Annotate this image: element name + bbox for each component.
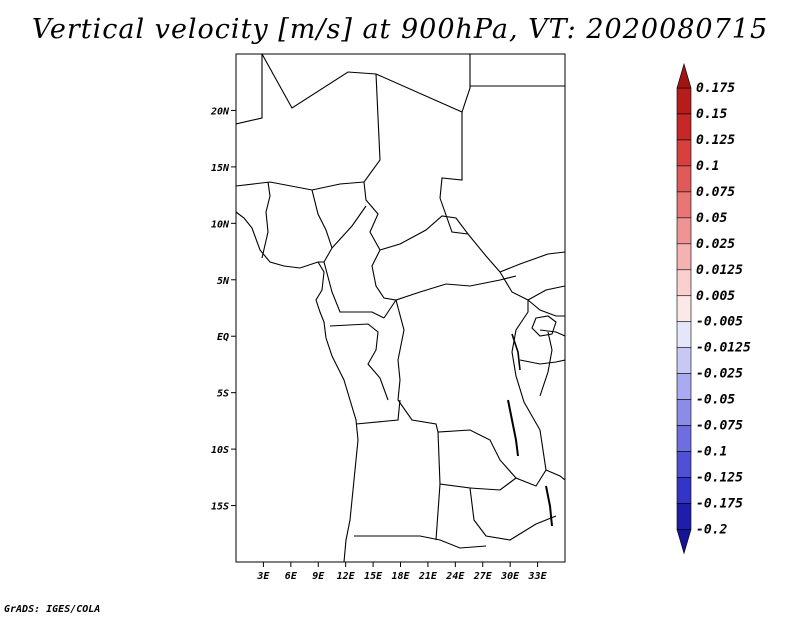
field-region [380,300,520,420]
colorbar-segment [676,295,692,323]
lon-label: 6E [285,571,298,582]
lat-label: 15S [211,502,229,513]
lon-label: 33E [528,571,548,582]
grads-credit: GrADS: IGES/COLA [4,604,101,615]
lon-label: 30E [500,571,520,582]
lon-label: 15E [364,571,383,582]
colorbar-segment [676,191,692,219]
colorbar-label: -0.1 [696,445,727,460]
colorbar-label: 0.075 [696,185,735,200]
colorbar-segment [676,477,692,504]
lat-label: 5S [217,389,229,400]
colorbar-segment [676,113,692,141]
lat-label: 10N [211,219,230,230]
border-chad [363,73,381,251]
colorbar-label: -0.175 [696,497,743,512]
colorbar-label: -0.05 [696,393,735,408]
lat-label: 10S [211,445,229,456]
colorbar-label: 0.0125 [696,263,743,278]
colorbar-segment [676,399,692,426]
colorbar-segment [676,347,692,374]
colorbar-segment [676,503,692,530]
colorbar-label: 0.005 [696,289,735,304]
lat-label: 5N [217,276,230,287]
lake-malawi [545,485,553,527]
lon-label: 12E [337,571,356,582]
colorbar-label: 0.05 [696,211,727,226]
colorbar-segment [676,321,692,349]
lon-label: 9E [312,571,325,582]
lon-label: 27E [473,571,493,582]
lon-label: 3E [256,571,270,582]
lon-label: 21E [418,571,438,582]
colorbar-segment [676,217,692,245]
chart-title: Vertical velocity [m/s] at 900hPa, VT: 2… [31,14,769,45]
colorbar-segment [676,243,692,271]
colorbar-label: 0.15 [696,107,727,122]
lat-label: EQ [217,332,229,343]
colorbar-label: 0.1 [696,159,719,174]
lon-label: 24E [445,571,465,582]
colorbar-label: -0.0125 [696,341,751,356]
colorbar-segment [676,425,692,452]
colorbar-label: 0.025 [696,237,735,252]
colorbar-label: -0.125 [696,471,743,486]
colorbar-bottom-cap [676,529,692,555]
lake-victoria [531,315,557,337]
lon-label: 18E [391,571,410,582]
colorbar-segment [676,269,692,297]
velocity-field [236,54,565,562]
country-borders [236,54,565,562]
colorbar-label: -0.2 [696,522,727,537]
border-car [379,215,501,273]
field-region [360,200,470,260]
colorbar-label: -0.025 [696,367,743,382]
colorbar-label: -0.005 [696,315,743,330]
colorbar: 0.175 0.15 0.125 0.1 0.075 0.05 0.025 0.0125 0.0… [676,62,751,555]
lat-label: 20N [210,106,230,117]
calm-region [354,430,476,540]
colorbar-segment [676,373,692,400]
colorbar-segment [676,87,692,115]
colorbar-label: 0.175 [696,81,735,96]
field-region [236,300,320,440]
colorbar-segment [676,139,692,167]
colorbar-segment [676,165,692,193]
colorbar-top-cap [676,62,692,89]
colorbar-segment [676,451,692,478]
longitude-axis: 3E 6E 9E 12E 15E 18E 21E 24E 27E 30E 33E [256,562,548,582]
coastline [236,211,359,562]
colorbar-label: 0.125 [696,133,735,148]
field-region [236,300,340,440]
latitude-axis: 20N 15N 10N 5N EQ 5S 10S 15S [210,106,236,513]
colorbar-label: -0.075 [696,419,743,434]
lat-label: 15N [211,163,230,174]
border-drc [395,299,547,487]
lake-tanganyika [507,399,519,457]
field-region [236,440,350,562]
